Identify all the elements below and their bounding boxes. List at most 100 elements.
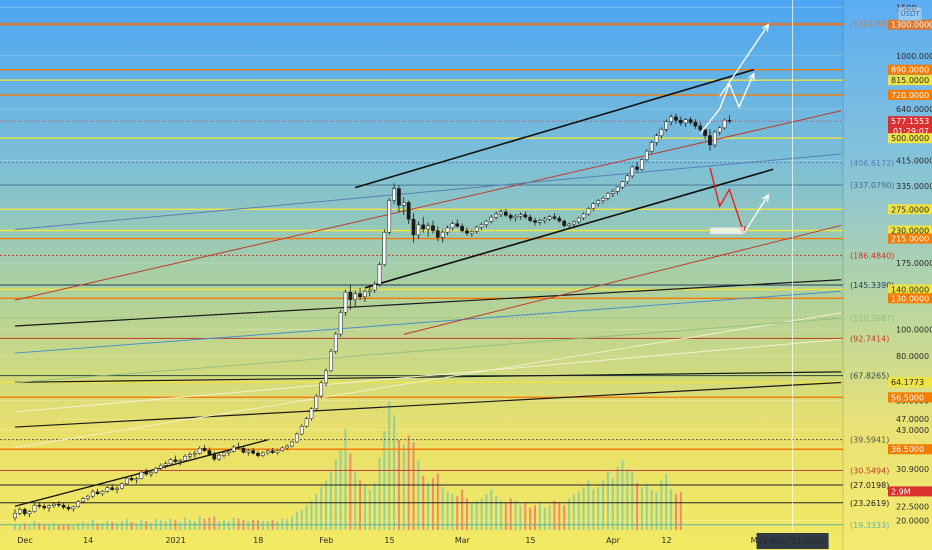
level-label: (145.3390) bbox=[850, 281, 894, 290]
price-tag-box bbox=[888, 225, 932, 236]
candle-body bbox=[552, 216, 557, 219]
candle-body bbox=[100, 491, 105, 494]
candle-body bbox=[397, 188, 401, 206]
trendline bbox=[14, 381, 842, 428]
volume-bar bbox=[538, 503, 541, 530]
bullish-target-arrow bbox=[719, 24, 769, 97]
candle-body bbox=[358, 293, 362, 298]
candle-body bbox=[241, 448, 246, 453]
candle-body bbox=[620, 181, 625, 188]
volume-bar bbox=[461, 489, 464, 530]
candle-body bbox=[460, 226, 464, 232]
price-tag-box bbox=[888, 293, 932, 304]
candle-body bbox=[591, 203, 596, 209]
candle-body bbox=[309, 408, 314, 419]
candle-body bbox=[120, 483, 124, 489]
currency-label[interactable]: USDT bbox=[898, 7, 922, 21]
scenario-arrows bbox=[699, 23, 770, 235]
volume-bar bbox=[261, 521, 264, 530]
volume-bar bbox=[310, 500, 313, 530]
bullish-path-arrow bbox=[699, 73, 755, 135]
volume-bar bbox=[519, 505, 522, 530]
volume-bar bbox=[48, 524, 51, 530]
candle-body bbox=[329, 350, 333, 372]
candle-body bbox=[654, 135, 659, 143]
volume-bar bbox=[456, 496, 459, 530]
candle-body bbox=[644, 150, 649, 160]
candle-body bbox=[280, 447, 285, 451]
bullish-target-arrow-head bbox=[761, 23, 770, 32]
candle-body bbox=[630, 166, 635, 177]
candle-body bbox=[261, 452, 265, 456]
price-tick-label: 175.0000 bbox=[896, 259, 932, 268]
candle-body bbox=[129, 477, 134, 481]
volume-bar bbox=[86, 523, 89, 530]
volume-bar bbox=[670, 489, 673, 530]
volume-bar bbox=[417, 460, 420, 530]
volume-bar bbox=[339, 449, 342, 530]
volume-bar bbox=[504, 503, 507, 530]
candle-body bbox=[455, 223, 460, 227]
candle-body bbox=[411, 219, 416, 236]
candle-body bbox=[576, 217, 581, 223]
volume-bar bbox=[116, 523, 119, 530]
candle-body bbox=[173, 459, 178, 462]
trendline bbox=[403, 224, 842, 335]
candle-body bbox=[659, 129, 664, 136]
volume-bar bbox=[495, 496, 498, 530]
volume-bar bbox=[446, 491, 449, 530]
volume-bar bbox=[606, 471, 609, 530]
volume-bar bbox=[145, 521, 148, 530]
trendline bbox=[14, 110, 842, 301]
candle-body bbox=[319, 382, 324, 397]
price-tag-label: 577.1553 bbox=[891, 117, 929, 126]
candle-body bbox=[669, 116, 673, 122]
volume-bar bbox=[407, 435, 410, 530]
candle-body bbox=[499, 211, 503, 215]
volume-bar bbox=[354, 471, 357, 530]
candle-body bbox=[562, 220, 567, 226]
level-label: (23.2619) bbox=[850, 499, 889, 508]
candle-body bbox=[295, 433, 299, 443]
candle-body bbox=[465, 230, 469, 234]
candle-body bbox=[538, 220, 542, 223]
volume-bar bbox=[67, 524, 70, 530]
volume-bar bbox=[534, 505, 537, 530]
price-tick-label: 22.5000 bbox=[896, 503, 929, 512]
volume-bar bbox=[436, 473, 439, 530]
time-tick-label: Mar bbox=[455, 536, 471, 545]
volume-bar bbox=[602, 480, 605, 530]
trendline bbox=[14, 317, 842, 383]
price-tag-label: 140.0000 bbox=[891, 285, 929, 294]
candle-body bbox=[683, 119, 688, 124]
candle-body bbox=[421, 224, 426, 230]
candle-body bbox=[178, 460, 183, 462]
price-tag-box bbox=[888, 204, 932, 215]
candle-body bbox=[251, 450, 255, 454]
price-levels bbox=[0, 22, 843, 526]
candle-body bbox=[625, 175, 630, 182]
candle-body bbox=[601, 198, 605, 201]
candle-body bbox=[81, 498, 85, 502]
volume-bar bbox=[291, 516, 294, 530]
volume-bar bbox=[213, 516, 216, 530]
candle-body bbox=[377, 264, 382, 285]
volume-bar bbox=[485, 494, 488, 530]
candle-body bbox=[693, 122, 698, 127]
volume-bar bbox=[329, 471, 332, 530]
price-axis: 1500 1000.0000 640.0000 415.0000 335.0000 175… bbox=[842, 0, 932, 550]
candle-body bbox=[149, 472, 153, 475]
volume-bar bbox=[57, 525, 60, 530]
volume-bar bbox=[77, 523, 80, 530]
volume-bar bbox=[227, 521, 230, 530]
price-tag-box bbox=[888, 486, 932, 497]
candle-body bbox=[489, 216, 494, 222]
time-tick-label: 14 bbox=[83, 536, 93, 545]
volume-bar bbox=[28, 525, 31, 530]
volume-bar bbox=[247, 521, 250, 530]
candle-body bbox=[265, 450, 270, 454]
volume-bar bbox=[431, 478, 434, 530]
candle-body bbox=[678, 119, 683, 124]
price-tick-label: 80.0000 bbox=[896, 352, 929, 361]
